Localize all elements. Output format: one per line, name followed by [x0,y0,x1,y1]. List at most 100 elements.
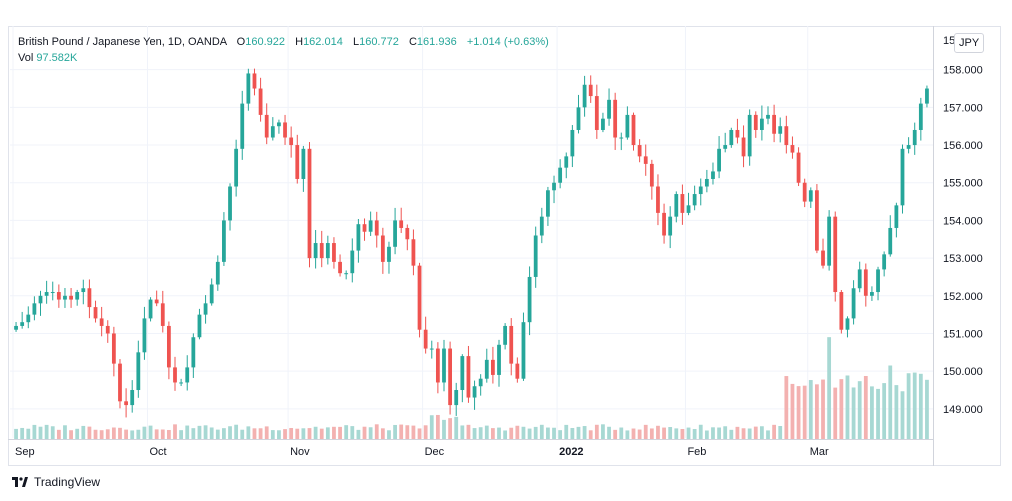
volume-bar [662,427,666,439]
volume-label: Vol [18,52,34,64]
candle-body [484,359,489,379]
volume-bar [277,430,281,439]
volume-bar [356,429,361,439]
candle-body [759,118,764,130]
candle-body [442,348,446,383]
volume-bar [380,428,385,439]
candle-body [741,137,746,157]
candle-body [668,216,673,236]
candle-body [882,254,887,270]
candle-body [295,145,300,179]
volume-bar [533,426,538,439]
volume-bar [625,430,630,439]
candle-body [203,303,208,315]
candle-body [234,148,239,187]
volume-bar [558,430,563,439]
volume-bar [637,429,642,439]
volume-bar [643,424,648,439]
y-tick-label: 155.000 [943,178,983,190]
candle-body [32,303,37,315]
candle-body [582,84,587,108]
candle-body [435,348,440,383]
candle-body [912,129,917,146]
x-tick-label: Sep [15,446,35,458]
volume-bar [741,428,746,439]
candle-body [729,129,734,146]
candle-body [319,243,324,259]
volume-bar [405,425,410,439]
candle-body [888,227,893,255]
candle-body [228,186,232,221]
volume-bar [325,427,330,439]
x-tick-label: Dec [425,446,445,458]
volume-bar [87,426,92,439]
volume-bar [69,430,73,439]
y-tick-label: 153.000 [943,253,983,265]
volume-bar [258,428,263,439]
volume-bar [863,376,868,439]
candle-body [368,220,373,232]
tradingview-logo-icon [12,477,28,487]
candle-body [264,114,269,138]
volume-bar [833,387,838,439]
candle-body [564,156,569,168]
candle-body [50,292,55,294]
candle-body [460,356,465,391]
volume-bar [815,384,819,439]
volume-bar [130,430,135,439]
volume-bar [674,428,679,439]
volume-bar [448,418,452,439]
volume-bar [179,430,184,439]
candle-body [680,194,685,213]
close-value: 161.936 [416,36,457,48]
volume-bar [882,383,887,439]
candle-body [166,325,171,368]
volume-bar [111,427,116,439]
volume-bar [295,428,300,439]
candle-body [607,99,611,119]
candle-body [142,318,147,353]
volume-bar [613,429,618,439]
candle-body [417,265,422,330]
candle-body [478,378,483,387]
candle-body [362,224,367,232]
volume-bar [772,424,777,439]
volume-bar [350,426,355,439]
volume-bar [264,426,269,439]
volume-bar [203,425,208,439]
candle-body [870,292,874,296]
candle-body [191,337,196,368]
volume-bar [240,429,245,439]
volume-value: 97.582K [36,52,78,64]
candle-body [380,235,385,262]
candle-body [160,303,165,326]
candle-body [466,356,471,398]
candle-body [894,205,899,228]
candle-body [332,243,336,262]
y-tick-label: 158.000 [943,65,983,77]
price-chart[interactable]: 149.000 150.000 151.000 152.000 153.000 154.0… [8,26,1001,466]
candle-body [503,325,508,345]
volume-bar [619,427,624,439]
volume-bar [466,424,471,439]
candle-body [185,367,190,383]
candle-body [521,322,526,379]
change-value: +1.014 (+0.63%) [466,36,549,48]
volume-bar [32,424,37,439]
volume-bar [821,379,825,439]
volume-bar [50,426,55,439]
x-tick-label: Oct [149,446,166,458]
volume-bar [454,416,459,439]
volume-bar [289,428,294,439]
candle-body [93,307,98,319]
candle-body [301,148,306,179]
candle-body [692,194,697,206]
volume-bar [546,427,550,439]
currency-badge[interactable]: JPY [954,33,985,53]
volume-bar [313,426,318,439]
candle-body [649,163,654,187]
candle-body [405,227,410,240]
volume-bar [124,429,128,439]
volume-bar [14,428,18,439]
candle-body [851,288,856,319]
